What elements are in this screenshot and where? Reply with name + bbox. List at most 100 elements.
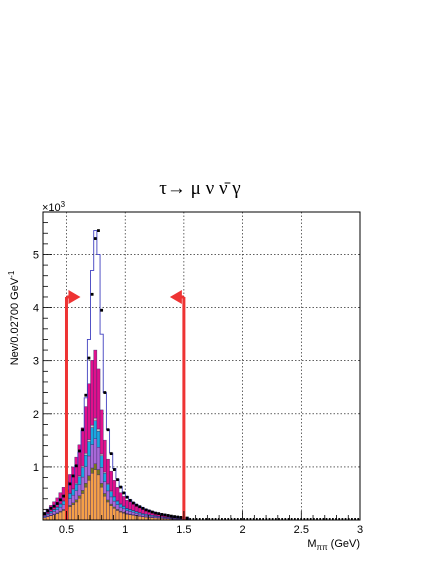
data-point: [347, 518, 350, 520]
data-point: [122, 491, 126, 495]
data-point: [262, 518, 265, 520]
bar-series-3: [106, 484, 110, 492]
data-point: [208, 518, 211, 520]
data-point: [274, 518, 277, 520]
x-axis-label: Mππ (GeV): [307, 538, 360, 552]
bar-series-1: [77, 495, 82, 499]
data-point: [109, 452, 113, 456]
bar-series-3: [103, 473, 107, 482]
bar-series-2: [96, 447, 101, 470]
bar-series-5: [90, 360, 94, 426]
data-point: [293, 518, 296, 520]
bar-series-0: [103, 495, 107, 521]
data-point: [319, 518, 322, 520]
data-point: [205, 518, 207, 520]
bar-series-3: [112, 496, 117, 502]
bar-series-3: [134, 511, 139, 514]
bar-series-1: [106, 499, 110, 503]
bar-series-1: [90, 467, 94, 474]
data-point: [233, 518, 236, 520]
bar-series-0: [109, 505, 113, 521]
bar-series-1: [99, 483, 104, 488]
data-point: [284, 518, 287, 520]
bar-series-3: [90, 427, 94, 445]
data-point: [84, 393, 88, 397]
bar-series-2: [87, 455, 91, 476]
x-tick-label: 0.5: [59, 524, 74, 536]
y-tick-label: 1: [33, 462, 39, 474]
data-point: [322, 518, 325, 520]
data-point: [52, 504, 56, 508]
data-point: [214, 518, 217, 520]
data-point: [297, 518, 299, 520]
bar-series-5: [71, 466, 75, 489]
data-point: [71, 474, 75, 478]
bar-series-5: [96, 368, 101, 430]
bar-series-0: [74, 501, 79, 521]
bar-series-5: [118, 492, 123, 505]
bar-series-0: [52, 514, 56, 521]
bar-series-2: [49, 512, 53, 516]
bar-series-0: [128, 514, 132, 521]
data-point: [224, 518, 226, 520]
x-tick-label: 3: [357, 524, 363, 536]
data-point: [309, 518, 312, 520]
cut-arrow-head: [169, 289, 182, 304]
x-axis: 0.5 1 1.5 2 2.5 3: [42, 511, 363, 536]
bar-series-1: [80, 490, 85, 494]
data-point: [195, 518, 198, 520]
data-point: [350, 518, 353, 520]
data-point: [112, 468, 116, 471]
data-point: [62, 494, 66, 498]
bar-series-5: [87, 383, 91, 440]
bar-series-3: [128, 509, 132, 512]
data-point: [246, 518, 249, 520]
bar-series-5: [115, 487, 120, 501]
data-point: [125, 495, 129, 499]
bar-series-3: [109, 491, 113, 498]
bar-series-3: [68, 493, 72, 499]
y-tick-label: 3: [33, 356, 39, 368]
bar-series-5: [122, 496, 126, 507]
data-point: [290, 518, 293, 520]
data-point: [202, 518, 204, 520]
bar-series-0: [125, 513, 129, 521]
data-point: [128, 498, 132, 502]
cut-arrow-head: [68, 289, 81, 304]
data-point: [106, 428, 110, 432]
data-point: [78, 449, 81, 453]
bar-series-2: [131, 512, 136, 515]
bar-series-1: [109, 503, 113, 506]
bar-series-5: [80, 427, 85, 467]
bar-series-2: [134, 512, 139, 516]
data-point: [227, 518, 230, 520]
data-point: [176, 515, 180, 519]
bar-series-0: [115, 510, 120, 521]
data-point: [144, 508, 148, 512]
bar-series-0: [131, 515, 136, 521]
data-point: [138, 505, 142, 509]
data-point: [271, 518, 274, 520]
chart-title: τ→ μ ν ν̄ γ: [159, 178, 240, 199]
bar-series-0: [55, 513, 60, 521]
bar-series-1: [84, 483, 88, 488]
bar-series-2: [45, 514, 50, 517]
data-point: [186, 518, 188, 520]
bar-series-4: [96, 428, 101, 432]
bar-series-3: [55, 507, 60, 510]
data-point: [325, 518, 328, 520]
bar-series-0: [93, 469, 98, 521]
bar-series-2: [58, 506, 63, 512]
y-tick-label: 4: [33, 303, 39, 315]
data-point: [87, 356, 91, 360]
data-point: [243, 518, 246, 520]
bar-series-1: [71, 502, 75, 505]
bar-series-1: [93, 463, 98, 470]
cut-arrows: [64, 289, 186, 520]
bar-series-0: [87, 479, 91, 521]
bar-series-4: [99, 453, 104, 456]
data-point: [230, 518, 233, 520]
bar-series-3: [131, 510, 136, 513]
data-point: [119, 485, 123, 489]
